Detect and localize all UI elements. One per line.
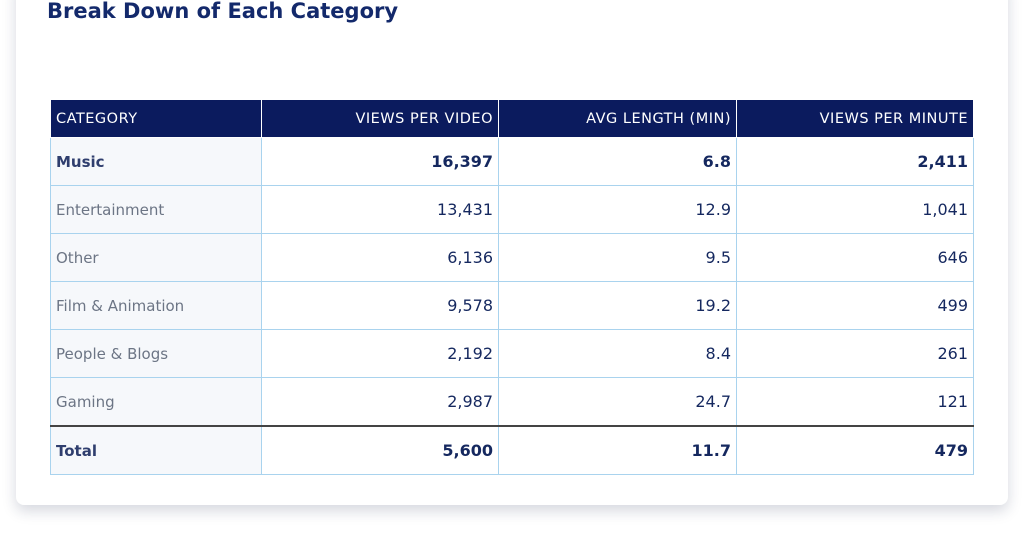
category-cell: Entertainment — [50, 185, 262, 234]
column-header: CATEGORY — [50, 99, 262, 138]
value-cell: 2,987 — [261, 377, 499, 427]
value-cell: 121 — [736, 377, 974, 427]
table-body: Music 16,397 6.8 2,411 Entertainment 13,431 12… — [50, 137, 974, 475]
column-header: AVG LENGTH (MIN) — [498, 99, 737, 138]
value-cell: 1,041 — [736, 185, 974, 234]
value-cell: 8.4 — [498, 329, 737, 378]
category-cell: Other — [50, 233, 262, 282]
title: Break Down of Each Category — [47, 0, 399, 23]
value-cell: 11.7 — [498, 425, 737, 475]
value-cell: 261 — [736, 329, 974, 378]
value-cell: 24.7 — [498, 377, 737, 427]
table-row: Music 16,397 6.8 2,411 — [50, 137, 974, 186]
value-cell: 2,192 — [261, 329, 499, 378]
category-cell: Music — [50, 137, 262, 186]
value-cell: 2,411 — [736, 137, 974, 186]
value-cell: 9.5 — [498, 233, 737, 282]
value-cell: 12.9 — [498, 185, 737, 234]
category-cell: Gaming — [50, 377, 262, 427]
value-cell: 499 — [736, 281, 974, 330]
column-header: VIEWS PER MINUTE — [736, 99, 974, 138]
value-cell: 6,136 — [261, 233, 499, 282]
table-row: Entertainment 13,431 12.9 1,041 — [50, 185, 974, 234]
table-row: Total 5,600 11.7 479 — [50, 425, 974, 475]
value-cell: 6.8 — [498, 137, 737, 186]
column-header: VIEWS PER VIDEO — [261, 99, 499, 138]
table-row: Film & Animation 9,578 19.2 499 — [50, 281, 974, 330]
value-cell: 13,431 — [261, 185, 499, 234]
value-cell: 9,578 — [261, 281, 499, 330]
value-cell: 16,397 — [261, 137, 499, 186]
table-row: Other 6,136 9.5 646 — [50, 233, 974, 282]
table-row: Gaming 2,987 24.7 121 — [50, 377, 974, 427]
category-cell: Total — [50, 425, 262, 475]
header-row: CATEGORY VIEWS PER VIDEO AVG LENGTH (MIN) V… — [50, 99, 974, 138]
category-cell: People & Blogs — [50, 329, 262, 378]
value-cell: 646 — [736, 233, 974, 282]
data-table: CATEGORY VIEWS PER VIDEO AVG LENGTH (MIN) V… — [50, 99, 974, 475]
value-cell: 479 — [736, 425, 974, 475]
value-cell: 19.2 — [498, 281, 737, 330]
value-cell: 5,600 — [261, 425, 499, 475]
category-cell: Film & Animation — [50, 281, 262, 330]
table-row: People & Blogs 2,192 8.4 261 — [50, 329, 974, 378]
